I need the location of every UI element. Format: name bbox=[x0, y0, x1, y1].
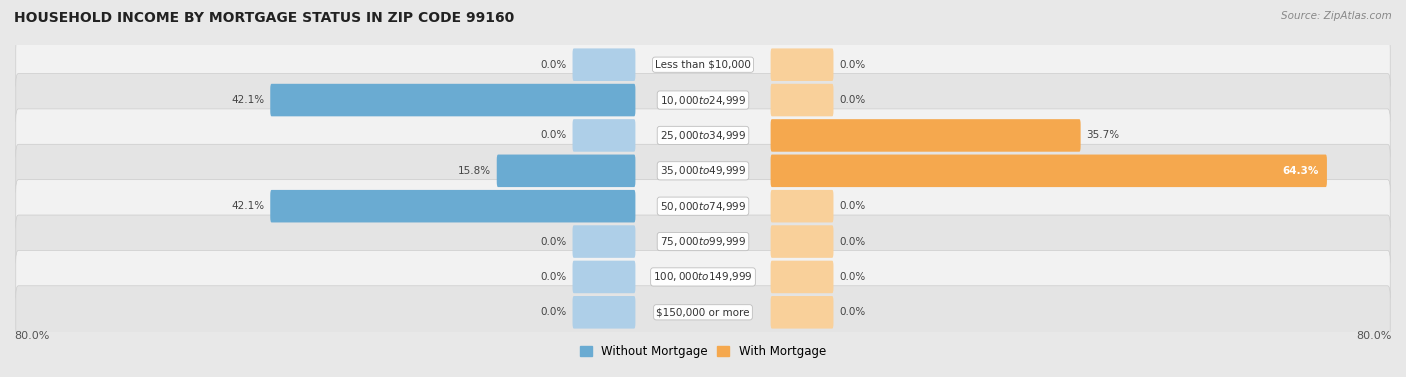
Text: 0.0%: 0.0% bbox=[839, 236, 865, 247]
Text: $150,000 or more: $150,000 or more bbox=[657, 307, 749, 317]
Text: 0.0%: 0.0% bbox=[541, 307, 567, 317]
Text: $10,000 to $24,999: $10,000 to $24,999 bbox=[659, 93, 747, 107]
FancyBboxPatch shape bbox=[572, 296, 636, 329]
FancyBboxPatch shape bbox=[572, 48, 636, 81]
Text: 15.8%: 15.8% bbox=[458, 166, 491, 176]
Text: HOUSEHOLD INCOME BY MORTGAGE STATUS IN ZIP CODE 99160: HOUSEHOLD INCOME BY MORTGAGE STATUS IN Z… bbox=[14, 11, 515, 25]
FancyBboxPatch shape bbox=[770, 48, 834, 81]
Text: 0.0%: 0.0% bbox=[839, 272, 865, 282]
FancyBboxPatch shape bbox=[770, 296, 834, 329]
FancyBboxPatch shape bbox=[15, 180, 1391, 233]
FancyBboxPatch shape bbox=[572, 225, 636, 258]
Text: 0.0%: 0.0% bbox=[839, 307, 865, 317]
Text: 42.1%: 42.1% bbox=[232, 95, 264, 105]
FancyBboxPatch shape bbox=[572, 119, 636, 152]
Text: 35.7%: 35.7% bbox=[1087, 130, 1119, 141]
FancyBboxPatch shape bbox=[770, 119, 1081, 152]
Text: 0.0%: 0.0% bbox=[541, 130, 567, 141]
FancyBboxPatch shape bbox=[15, 144, 1391, 197]
Text: $75,000 to $99,999: $75,000 to $99,999 bbox=[659, 235, 747, 248]
Text: Less than $10,000: Less than $10,000 bbox=[655, 60, 751, 70]
FancyBboxPatch shape bbox=[770, 261, 834, 293]
Text: 80.0%: 80.0% bbox=[14, 331, 49, 341]
Text: 42.1%: 42.1% bbox=[232, 201, 264, 211]
FancyBboxPatch shape bbox=[770, 84, 834, 116]
Text: 0.0%: 0.0% bbox=[839, 201, 865, 211]
Text: 0.0%: 0.0% bbox=[541, 236, 567, 247]
FancyBboxPatch shape bbox=[496, 155, 636, 187]
Text: 64.3%: 64.3% bbox=[1282, 166, 1319, 176]
FancyBboxPatch shape bbox=[572, 261, 636, 293]
FancyBboxPatch shape bbox=[15, 250, 1391, 303]
Text: 0.0%: 0.0% bbox=[839, 60, 865, 70]
Text: 80.0%: 80.0% bbox=[1357, 331, 1392, 341]
Text: $50,000 to $74,999: $50,000 to $74,999 bbox=[659, 200, 747, 213]
FancyBboxPatch shape bbox=[15, 74, 1391, 127]
Text: 0.0%: 0.0% bbox=[541, 272, 567, 282]
FancyBboxPatch shape bbox=[15, 286, 1391, 339]
Text: $25,000 to $34,999: $25,000 to $34,999 bbox=[659, 129, 747, 142]
FancyBboxPatch shape bbox=[15, 109, 1391, 162]
FancyBboxPatch shape bbox=[15, 38, 1391, 91]
FancyBboxPatch shape bbox=[770, 225, 834, 258]
Text: $100,000 to $149,999: $100,000 to $149,999 bbox=[654, 270, 752, 284]
Text: Source: ZipAtlas.com: Source: ZipAtlas.com bbox=[1281, 11, 1392, 21]
FancyBboxPatch shape bbox=[270, 84, 636, 116]
Text: 0.0%: 0.0% bbox=[839, 95, 865, 105]
FancyBboxPatch shape bbox=[770, 190, 834, 222]
FancyBboxPatch shape bbox=[770, 155, 1327, 187]
Text: $35,000 to $49,999: $35,000 to $49,999 bbox=[659, 164, 747, 177]
Legend: Without Mortgage, With Mortgage: Without Mortgage, With Mortgage bbox=[575, 341, 831, 363]
Text: 0.0%: 0.0% bbox=[541, 60, 567, 70]
FancyBboxPatch shape bbox=[15, 215, 1391, 268]
FancyBboxPatch shape bbox=[270, 190, 636, 222]
